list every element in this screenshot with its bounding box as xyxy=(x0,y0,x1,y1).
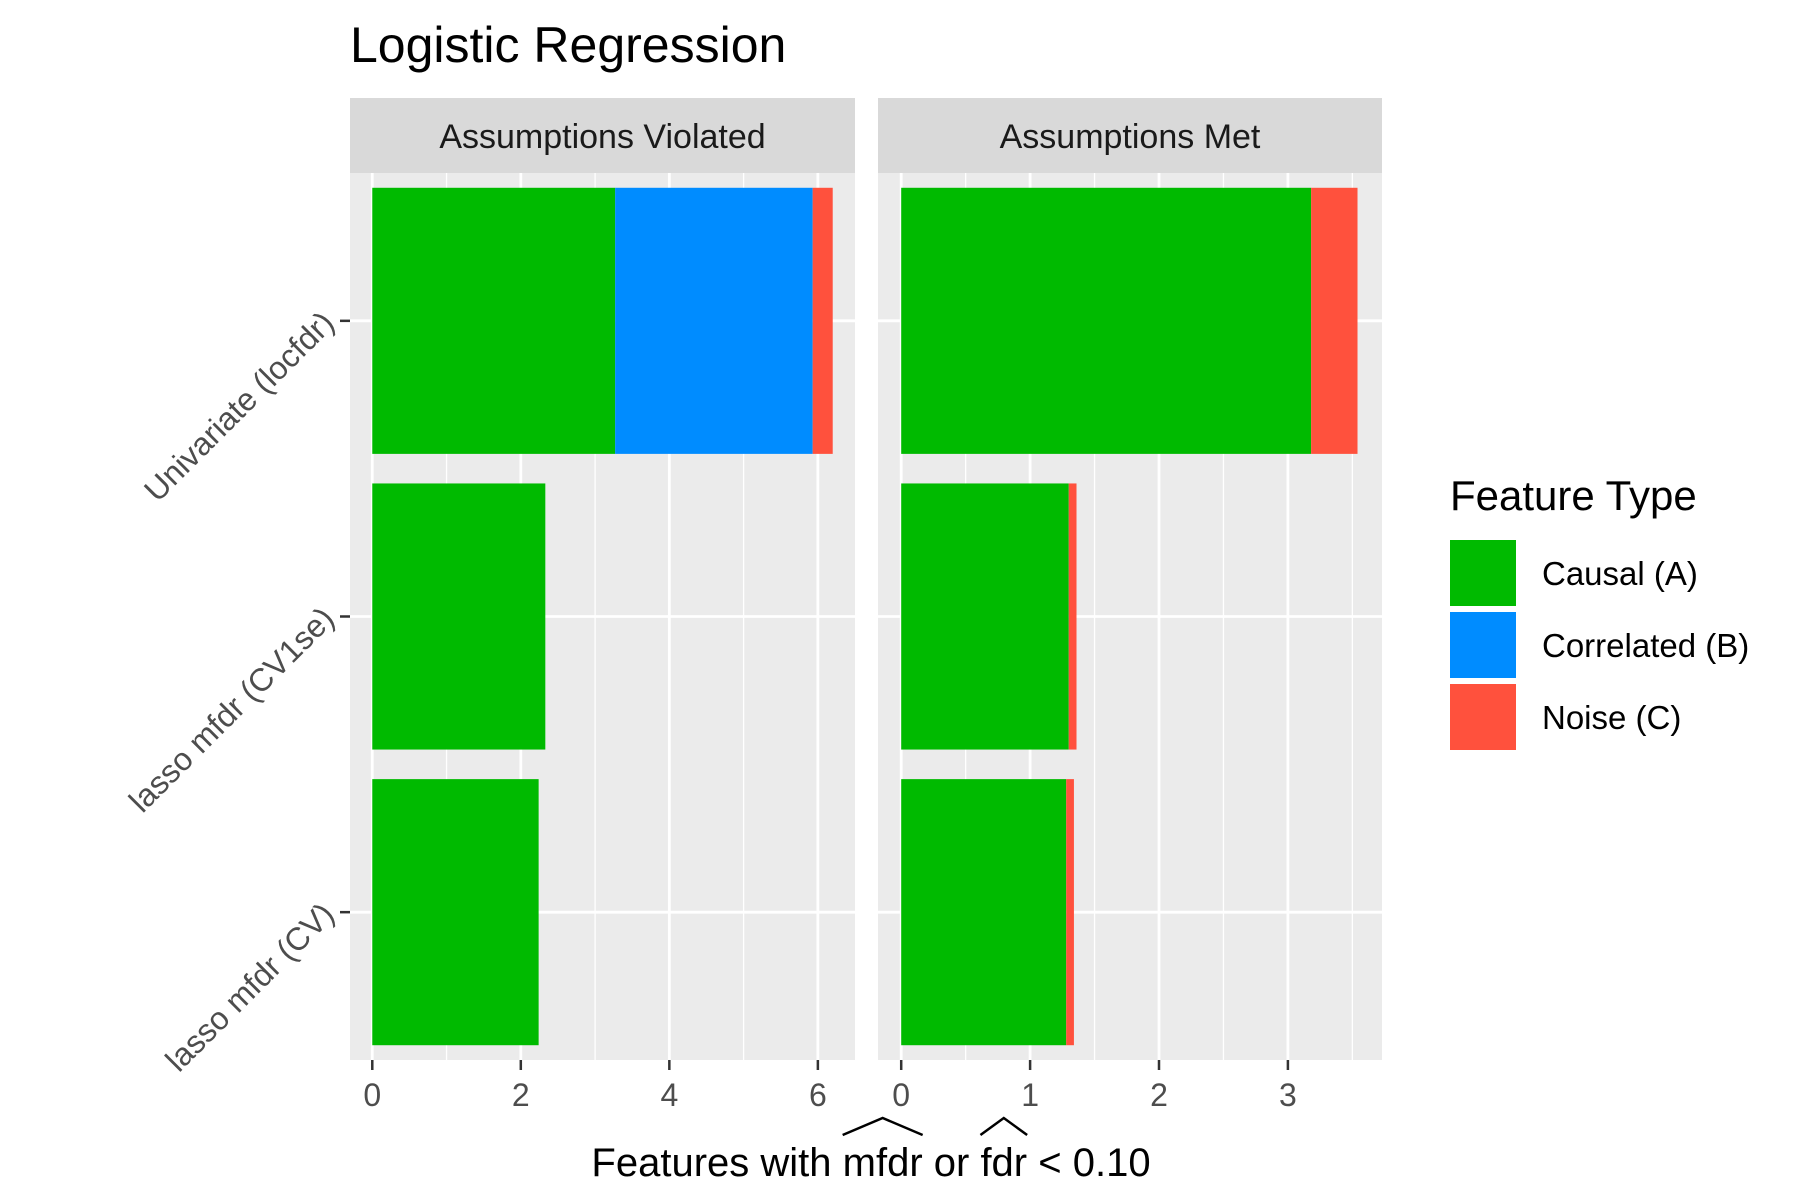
strip-label: Assumptions Met xyxy=(1000,118,1261,156)
legend-label: Correlated (B) xyxy=(1542,627,1749,664)
x-tick-label: 2 xyxy=(1150,1077,1168,1113)
bar-noise-c-univariate-locfdr xyxy=(812,187,833,454)
x-tick-label: 0 xyxy=(363,1077,381,1113)
bar-noise-c-lasso-mfdr-cv1se xyxy=(1068,483,1077,750)
x-title-suffix: < 0.10 xyxy=(1027,1141,1150,1185)
bar-causal-a-lasso-mfdr-cv xyxy=(901,779,1067,1046)
bar-correlated-b-univariate-locfdr xyxy=(615,187,813,454)
panel-assumptions-violated: Assumptions Violated 0 2 4 6 xyxy=(350,98,855,1113)
legend-title: Feature Type xyxy=(1450,472,1697,519)
x-axis-title: Features with mfdr or fdr < 0.10 xyxy=(591,1116,1151,1185)
bar-noise-c-univariate-locfdr xyxy=(1311,187,1358,454)
bar-causal-a-univariate-locfdr xyxy=(372,187,616,454)
x-tick-label: 3 xyxy=(1279,1077,1297,1113)
legend-key-correlated-b xyxy=(1450,612,1516,678)
legend-label: Causal (A) xyxy=(1542,555,1698,592)
strip-background xyxy=(878,98,1382,173)
bar-causal-a-univariate-locfdr xyxy=(901,187,1312,454)
bar-noise-c-lasso-mfdr-cv xyxy=(1066,779,1074,1046)
chart-title: Logistic Regression xyxy=(350,17,786,73)
legend-key-noise-c xyxy=(1450,684,1516,750)
x-tick-label: 2 xyxy=(512,1077,530,1113)
bar-causal-a-lasso-mfdr-cv1se xyxy=(901,483,1069,750)
panel-assumptions-met: Assumptions Met 0 1 2 3 xyxy=(878,98,1382,1113)
legend: Feature Type Causal (A) Correlated (B) Noi… xyxy=(1450,472,1749,750)
bar-causal-a-lasso-mfdr-cv1se xyxy=(372,483,546,750)
strip-label: Assumptions Violated xyxy=(439,118,765,156)
x-title-prefix: Features with xyxy=(591,1141,842,1185)
x-tick-label: 6 xyxy=(809,1077,827,1113)
y-tick-label: Univariate (locfdr) xyxy=(137,304,341,508)
legend-label: Noise (C) xyxy=(1542,699,1681,736)
bar-causal-a-lasso-mfdr-cv xyxy=(372,779,539,1046)
svg-text:Features with mfdr or fdr < 0.: Features with mfdr or fdr < 0.10 xyxy=(591,1141,1150,1185)
x-title-hat2: fdr xyxy=(980,1141,1027,1185)
strip-background xyxy=(350,98,855,173)
x-tick-label: 1 xyxy=(1021,1077,1039,1113)
y-tick-label: lasso mfdr (CV1se) xyxy=(122,600,341,819)
x-tick-label: 0 xyxy=(892,1077,910,1113)
x-title-hat1: mfdr xyxy=(843,1141,923,1185)
panels-layer: Assumptions Violated 0 2 4 6 Assumptions Met 0… xyxy=(350,98,1382,1113)
hat-accent-2 xyxy=(979,1116,1028,1137)
x-tick-label: 4 xyxy=(660,1077,678,1113)
y-tick-label: lasso mfdr (CV) xyxy=(158,896,341,1079)
legend-key-causal-a xyxy=(1450,540,1516,606)
x-title-middle: or xyxy=(923,1141,981,1185)
y-axis-layer: Univariate (locfdr) lasso mfdr (CV1se) las… xyxy=(122,304,350,1078)
hat-accent-1 xyxy=(842,1116,924,1137)
